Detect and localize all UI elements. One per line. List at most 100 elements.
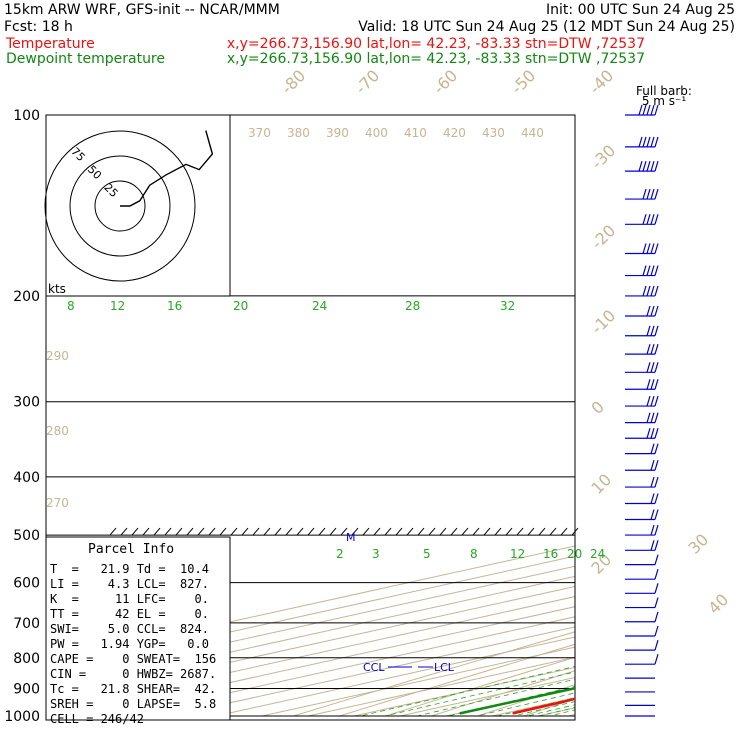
mixing-ratio-label: 2	[336, 547, 344, 561]
barb-legend-line2: 5 m s⁻¹	[642, 94, 687, 108]
wind-barb	[625, 476, 659, 488]
isotherm-line	[46, 596, 575, 714]
freezing-tick	[395, 527, 403, 536]
mixing-ratio-label: 16	[543, 547, 558, 561]
freezing-tick	[164, 527, 172, 536]
theta-label: 410	[404, 126, 427, 140]
wind-barb	[625, 343, 659, 355]
wind-barb	[625, 395, 659, 407]
freezing-tick	[252, 527, 260, 536]
parcel-info-row: T = 21.9 Td = 10.4	[50, 562, 209, 576]
temperature-info: x,y=266.73,156.90 lat,lon= 42.23, -83.33…	[227, 36, 645, 52]
freezing-tick	[241, 527, 249, 536]
isotherm-line	[46, 565, 575, 684]
mixing-ratio-label: 12	[510, 547, 525, 561]
freezing-tick	[439, 527, 447, 536]
mixing-ratio-label: 12	[110, 299, 125, 313]
freezing-tick	[274, 527, 282, 536]
parcel-info-row: LI = 4.3 LCL= 827.	[50, 577, 209, 591]
freezing-tick	[307, 527, 315, 536]
hodograph-ring	[94, 180, 146, 232]
freezing-tick	[296, 527, 304, 536]
freezing-tick	[428, 527, 436, 536]
freezing-tick	[362, 527, 370, 536]
parcel-info-row: SREH = 0 LAPSE= 5.8	[50, 697, 216, 711]
parcel-info-box: Parcel Info T = 21.9 Td = 10.4LI = 4.3 L…	[45, 536, 231, 726]
wind-barb	[625, 305, 659, 317]
isotherm-line	[46, 575, 575, 694]
pressure-label: 900	[13, 681, 40, 697]
theta-label: 420	[443, 126, 466, 140]
freezing-tick	[571, 527, 579, 536]
wind-barb	[625, 568, 659, 580]
mixing-ratio-label: 32	[500, 299, 515, 313]
wind-barb	[625, 493, 659, 505]
freezing-tick	[516, 527, 524, 536]
freezing-tick	[373, 527, 381, 536]
lcl-marker: LCL	[418, 661, 455, 674]
theta-label: 280	[46, 424, 69, 438]
isotherm-line	[46, 585, 575, 704]
wind-barb	[625, 214, 659, 225]
wind-barb	[625, 379, 659, 390]
hodograph-ring	[44, 130, 196, 282]
freezing-tick	[527, 527, 535, 536]
freezing-tick	[131, 527, 139, 536]
wind-barb	[625, 509, 659, 521]
wind-barb	[625, 639, 659, 651]
wind-barb	[625, 265, 659, 277]
freezing-tick	[230, 527, 238, 536]
freezing-tick	[263, 527, 271, 536]
dry-adiabat-line	[339, 643, 575, 717]
freezing-tick	[560, 527, 568, 536]
forecast-hour: Fcst: 18 h	[4, 19, 73, 35]
mixing-ratio-label: 24	[590, 547, 605, 561]
barb-legend-line1: Full barb:	[636, 84, 692, 98]
theta-label: 270	[46, 496, 69, 510]
wind-barb	[625, 611, 659, 623]
freezing-tick	[329, 527, 337, 536]
freezing-tick	[153, 527, 161, 536]
svg-text:CCL: CCL	[363, 661, 385, 674]
pressure-label: 700	[13, 616, 40, 632]
freezing-tick	[384, 527, 392, 536]
hodograph-trace	[120, 130, 214, 207]
parcel-info-row: CELL = 246/42	[50, 712, 144, 726]
theta-label: 370	[248, 126, 271, 140]
freezing-tick	[219, 527, 227, 536]
mixing-ratio-line	[384, 671, 575, 717]
wind-barb	[625, 654, 659, 665]
mixing-ratio-label: 5	[423, 547, 431, 561]
dewpoint-info: x,y=266.73,156.90 lat,lon= 42.23, -83.33…	[227, 51, 645, 67]
freezing-tick	[120, 527, 128, 536]
wind-barb	[625, 325, 659, 337]
dewpoint-label: Dewpoint temperature	[6, 51, 165, 67]
hodograph-ring	[69, 155, 171, 257]
wind-barb	[625, 188, 659, 200]
pressure-label: 300	[13, 395, 40, 411]
wind-barb	[625, 597, 659, 609]
parcel-info-row: Tc = 21.8 SHEAR= 42.	[50, 682, 216, 696]
isotherm-line	[77, 606, 575, 717]
freezing-tick	[494, 527, 502, 536]
freezing-tick	[285, 527, 293, 536]
dry-adiabat-line	[431, 670, 575, 717]
freezing-tick	[340, 527, 348, 536]
isotherm-line	[46, 555, 575, 673]
wind-barb	[625, 243, 659, 255]
init-time: Init: 00 UTC Sun 24 Aug 25	[546, 2, 735, 18]
parcel-info-row: PW = 1.94 YGP= 0.0	[50, 637, 209, 651]
mixing-ratio-label: 8	[470, 547, 478, 561]
freezing-tick	[175, 527, 183, 536]
wind-barb	[625, 428, 659, 439]
freezing-tick	[472, 527, 480, 536]
wind-barb	[625, 625, 659, 637]
pressure-label: 200	[13, 289, 40, 305]
freezing-tick	[186, 527, 194, 536]
theta-label: 400	[365, 126, 388, 140]
valid-time: Valid: 18 UTC Sun 24 Aug 25 (12 MDT Sun …	[358, 19, 735, 35]
model-title: 15km ARW WRF, GFS-init -- NCAR/MMM	[4, 2, 280, 18]
wind-barb	[625, 540, 659, 551]
